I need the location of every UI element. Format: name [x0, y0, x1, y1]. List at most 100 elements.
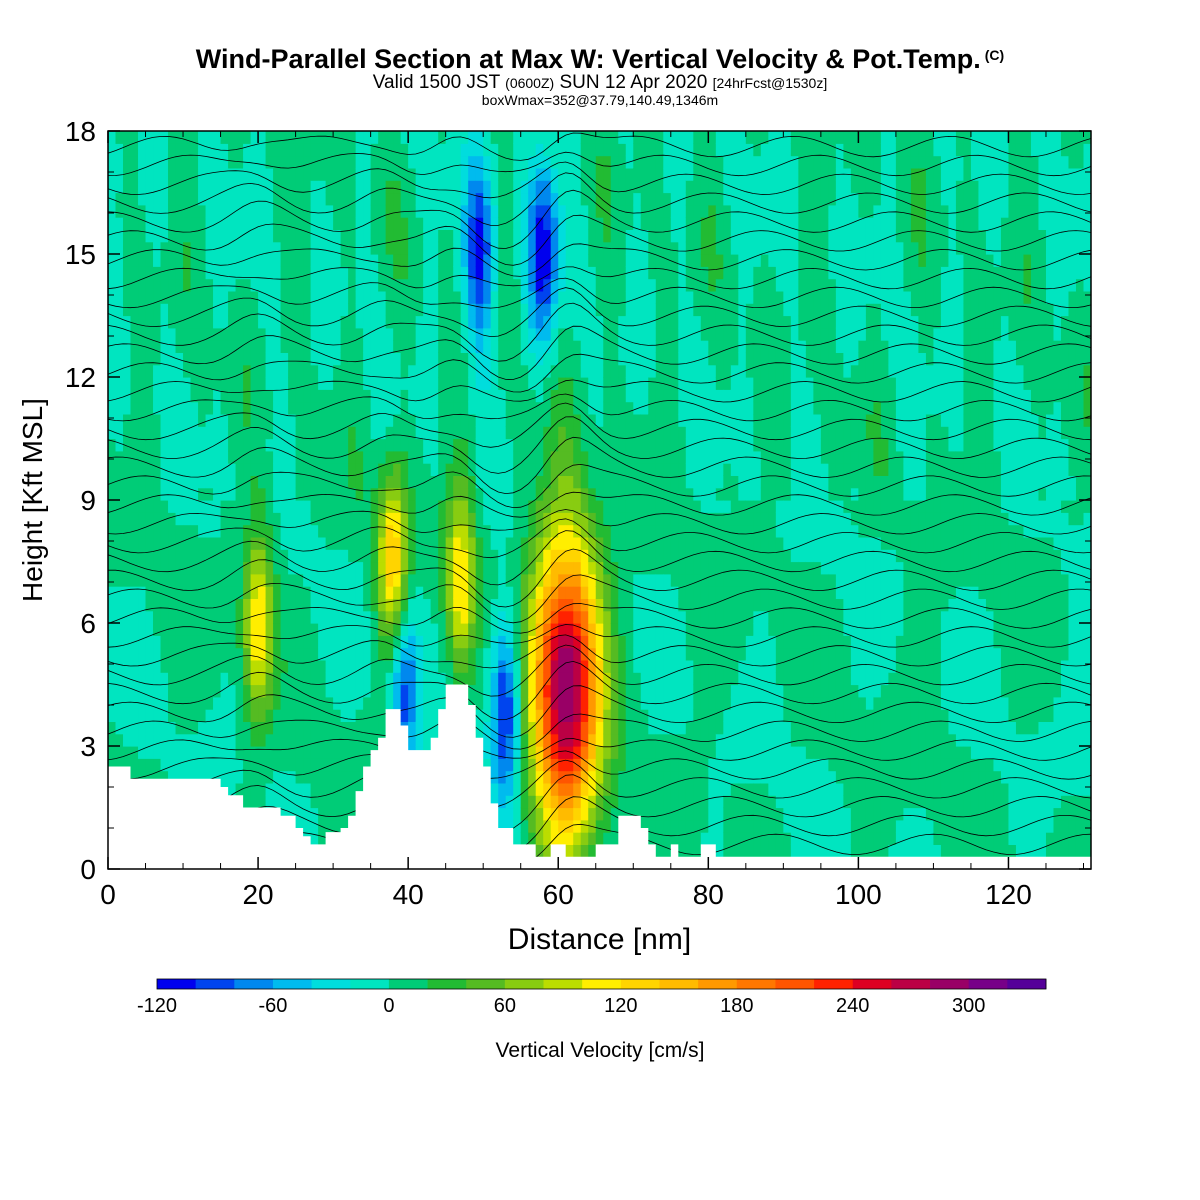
field-cell	[235, 463, 244, 476]
field-cell	[423, 659, 432, 673]
field-cell	[558, 229, 567, 243]
field-cell	[325, 782, 334, 796]
field-cell	[243, 401, 252, 415]
field-cell	[183, 340, 192, 353]
field-cell	[670, 795, 679, 809]
field-cell	[678, 278, 687, 292]
field-cell	[138, 672, 147, 686]
field-cell	[513, 192, 522, 206]
field-cell	[603, 733, 612, 747]
field-cell	[610, 696, 619, 710]
field-cell	[415, 155, 424, 169]
field-cell	[325, 241, 334, 255]
field-cell	[693, 180, 702, 194]
field-cell	[393, 438, 402, 452]
field-cell	[198, 167, 207, 181]
field-cell	[340, 327, 349, 341]
field-cell	[588, 561, 597, 575]
field-cell	[108, 426, 117, 440]
field-cell	[423, 426, 432, 440]
field-cell	[678, 524, 687, 538]
field-cell	[460, 549, 469, 563]
field-cell	[693, 303, 702, 317]
field-cell	[333, 524, 342, 538]
field-cell	[550, 204, 559, 218]
field-cell	[580, 844, 589, 858]
field-cell	[370, 290, 379, 304]
field-cell	[603, 204, 612, 218]
field-cell	[513, 549, 522, 563]
field-cell	[640, 696, 649, 710]
field-cell	[115, 684, 124, 698]
field-cell	[625, 770, 634, 784]
field-cell	[273, 746, 282, 759]
field-cell	[655, 315, 664, 329]
field-cell	[295, 192, 304, 206]
field-cell	[520, 266, 529, 280]
field-cell	[153, 389, 162, 403]
field-cell	[183, 352, 192, 366]
field-cell	[355, 623, 364, 636]
field-cell	[340, 782, 349, 796]
field-cell	[250, 229, 259, 243]
field-cell	[438, 561, 447, 575]
field-cell	[453, 155, 462, 169]
field-cell	[393, 561, 402, 575]
field-cell	[228, 377, 237, 390]
field-cell	[460, 647, 469, 661]
field-cell	[550, 709, 559, 722]
field-cell	[348, 758, 357, 772]
field-cell	[423, 303, 432, 317]
field-cell	[520, 192, 529, 206]
field-cell	[640, 524, 649, 538]
field-cell	[175, 327, 184, 341]
field-cell	[708, 290, 717, 304]
field-cell	[685, 696, 694, 710]
field-cell	[528, 549, 537, 563]
field-cell	[408, 340, 417, 353]
field-cell	[325, 696, 334, 710]
field-cell	[483, 303, 492, 317]
field-cell	[475, 684, 484, 698]
field-cell	[220, 549, 229, 563]
field-cell	[685, 832, 694, 845]
field-cell	[558, 340, 567, 353]
field-cell	[438, 487, 447, 501]
field-cell	[303, 696, 312, 710]
field-cell	[130, 377, 139, 390]
field-cell	[565, 561, 574, 575]
field-cell	[385, 524, 394, 538]
field-cell	[588, 647, 597, 661]
field-cell	[273, 659, 282, 673]
field-cell	[205, 389, 214, 403]
field-cell	[393, 684, 402, 698]
field-cell	[700, 327, 709, 341]
field-cell	[633, 524, 642, 538]
field-cell	[618, 229, 627, 243]
field-cell	[423, 290, 432, 304]
field-cell	[168, 303, 177, 317]
field-cell	[453, 573, 462, 587]
field-cell	[295, 709, 304, 722]
field-cell	[385, 266, 394, 280]
field-cell	[678, 241, 687, 255]
field-cell	[265, 204, 274, 218]
field-cell	[198, 377, 207, 390]
field-cell	[228, 549, 237, 563]
field-cell	[198, 180, 207, 194]
field-cell	[708, 413, 717, 427]
field-cell	[363, 512, 372, 526]
field-cell	[730, 758, 739, 772]
field-cell	[430, 573, 439, 587]
field-cell	[670, 131, 679, 144]
field-cell	[205, 217, 214, 230]
field-cell	[250, 610, 259, 624]
field-cell	[700, 254, 709, 267]
field-cell	[550, 524, 559, 538]
field-cell	[325, 389, 334, 403]
field-cell	[280, 167, 289, 181]
field-cell	[123, 229, 132, 243]
field-cell	[505, 241, 514, 255]
field-cell	[258, 672, 267, 686]
field-cell	[670, 586, 679, 599]
